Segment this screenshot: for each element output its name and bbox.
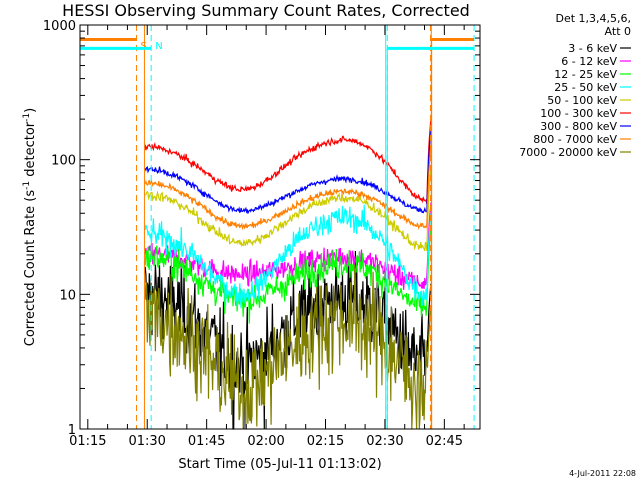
y-tick-label-2: 100 xyxy=(51,154,76,169)
series-line-5 xyxy=(144,119,432,204)
x-tick-label-3: 02:00 xyxy=(247,434,284,449)
y-tick-label-3: 1000 xyxy=(43,19,76,34)
series-layer xyxy=(144,119,432,430)
chart-title: HESSI Observing Summary Count Rates, Cor… xyxy=(62,1,470,20)
y-axis-label-main: Corrected Count Rate (s xyxy=(23,190,38,347)
legend-entry-0: 3 - 6 keV xyxy=(568,42,617,55)
series-line-4 xyxy=(145,167,432,252)
timestamp: 4-Jul-2011 22:08 xyxy=(569,469,636,478)
x-tick-label-2: 01:45 xyxy=(188,434,225,449)
legend-entry-4: 50 - 100 keV xyxy=(547,94,617,107)
x-tick-label-5: 02:30 xyxy=(366,434,403,449)
x-tick-label-1: 01:30 xyxy=(128,434,165,449)
legend-entry-1: 6 - 12 keV xyxy=(561,55,617,68)
y-tick-label-0: 1 xyxy=(68,423,76,438)
y-axis-label: Corrected Count Rate (s-1 detector-1) xyxy=(22,108,38,346)
legend-entry-5: 100 - 300 keV xyxy=(540,107,617,120)
saa-marker-label-1: N xyxy=(155,41,162,52)
x-tick-label-6: 02:45 xyxy=(426,434,463,449)
x-tick-label-4: 02:15 xyxy=(307,434,344,449)
legend-entry-3: 25 - 50 keV xyxy=(554,81,617,94)
x-axis-label: Start Time (05-Jul-11 01:13:02) xyxy=(178,457,381,472)
legend-entry-2: 12 - 25 keV xyxy=(554,68,617,81)
legend-header-0: Det 1,3,4,5,6, xyxy=(555,12,631,25)
legend-header-1: Att 0 xyxy=(605,25,631,38)
series-line-7 xyxy=(144,145,432,231)
series-line-3 xyxy=(144,204,432,309)
tick-layer: 01:15 01:30 01:45 02:00 02:15 02:30 02:45 1 10 10… xyxy=(43,19,480,449)
legend-entry-8: 7000 - 20000 keV xyxy=(519,146,617,159)
y-axis-label-mid: detector xyxy=(23,121,38,181)
plot-frame xyxy=(79,24,481,430)
x-tick-label-0: 01:15 xyxy=(69,434,106,449)
y-tick-label-1: 10 xyxy=(59,288,76,303)
series-line-1 xyxy=(144,202,432,293)
series-line-8 xyxy=(144,264,432,430)
legend-entry-6: 300 - 800 keV xyxy=(540,120,617,133)
y-axis-label-sup2: -1 xyxy=(22,113,32,122)
series-line-2 xyxy=(144,226,432,324)
series-line-6 xyxy=(144,129,432,214)
legend-entry-7: 800 - 7000 keV xyxy=(533,133,617,146)
y-axis-label-end: ) xyxy=(23,108,38,113)
y-axis-label-sup1: -1 xyxy=(22,181,32,190)
saa-marker-label-0: S xyxy=(141,41,147,52)
